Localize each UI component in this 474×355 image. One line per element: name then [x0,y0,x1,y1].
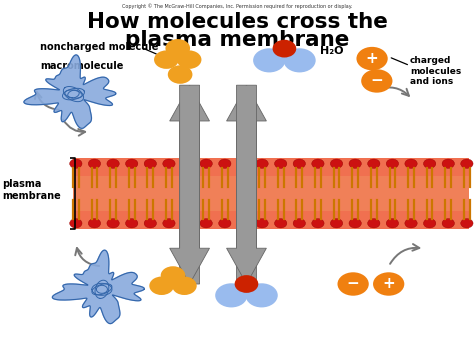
Circle shape [293,159,305,168]
Circle shape [237,219,250,228]
Circle shape [219,159,231,168]
Circle shape [337,272,369,296]
Circle shape [200,159,212,168]
Circle shape [368,219,380,228]
Circle shape [405,219,417,228]
Text: +: + [366,51,378,66]
Circle shape [107,219,119,228]
Circle shape [361,69,392,93]
Circle shape [172,277,197,295]
FancyBboxPatch shape [73,176,469,211]
Circle shape [283,48,316,72]
Text: How molecules cross the: How molecules cross the [87,12,387,32]
Circle shape [423,219,436,228]
Circle shape [356,47,388,70]
Circle shape [88,159,100,168]
FancyArrow shape [227,85,266,284]
Circle shape [312,219,324,228]
Circle shape [293,219,305,228]
Circle shape [386,159,399,168]
Text: Copyright © The McGraw-Hill Companies, Inc. Permission required for reproduction: Copyright © The McGraw-Hill Companies, I… [122,4,352,9]
Circle shape [235,275,258,293]
Text: macromolecule: macromolecule [40,61,124,71]
Circle shape [274,159,287,168]
FancyArrow shape [227,85,266,284]
Polygon shape [24,55,116,129]
Text: −: − [371,73,383,88]
Text: −: − [347,277,359,291]
Circle shape [373,272,404,296]
Circle shape [165,39,190,58]
Circle shape [126,219,138,228]
FancyArrow shape [170,85,210,284]
Circle shape [461,159,473,168]
Circle shape [182,159,194,168]
Circle shape [273,40,296,58]
Circle shape [144,159,156,168]
Circle shape [442,159,455,168]
Circle shape [126,159,138,168]
Circle shape [423,159,436,168]
Circle shape [330,159,343,168]
Text: plasma
membrane: plasma membrane [2,179,61,201]
Circle shape [386,219,399,228]
Text: charged
molecules
and ions: charged molecules and ions [410,56,461,86]
Circle shape [312,159,324,168]
Circle shape [256,159,268,168]
Circle shape [149,277,174,295]
Circle shape [274,219,287,228]
Circle shape [107,159,119,168]
FancyBboxPatch shape [73,158,469,229]
Text: +: + [383,277,395,291]
Circle shape [177,50,201,69]
Circle shape [442,219,455,228]
Circle shape [168,65,192,84]
Circle shape [256,219,268,228]
Circle shape [70,159,82,168]
FancyArrow shape [170,85,210,284]
Circle shape [70,219,82,228]
Circle shape [368,159,380,168]
Text: plasma membrane: plasma membrane [125,30,349,50]
Circle shape [253,48,285,72]
Circle shape [163,159,175,168]
Circle shape [182,219,194,228]
Circle shape [405,159,417,168]
Text: noncharged molecule: noncharged molecule [40,42,159,52]
Polygon shape [53,250,144,324]
Circle shape [215,283,247,307]
Text: H₂O: H₂O [320,47,344,56]
Circle shape [161,266,185,285]
Circle shape [200,219,212,228]
Circle shape [349,219,361,228]
Circle shape [219,219,231,228]
Circle shape [88,219,100,228]
Circle shape [163,219,175,228]
Circle shape [330,219,343,228]
Circle shape [246,283,278,307]
Circle shape [349,159,361,168]
Circle shape [144,219,156,228]
Circle shape [461,219,473,228]
Circle shape [237,159,250,168]
Circle shape [154,50,179,69]
